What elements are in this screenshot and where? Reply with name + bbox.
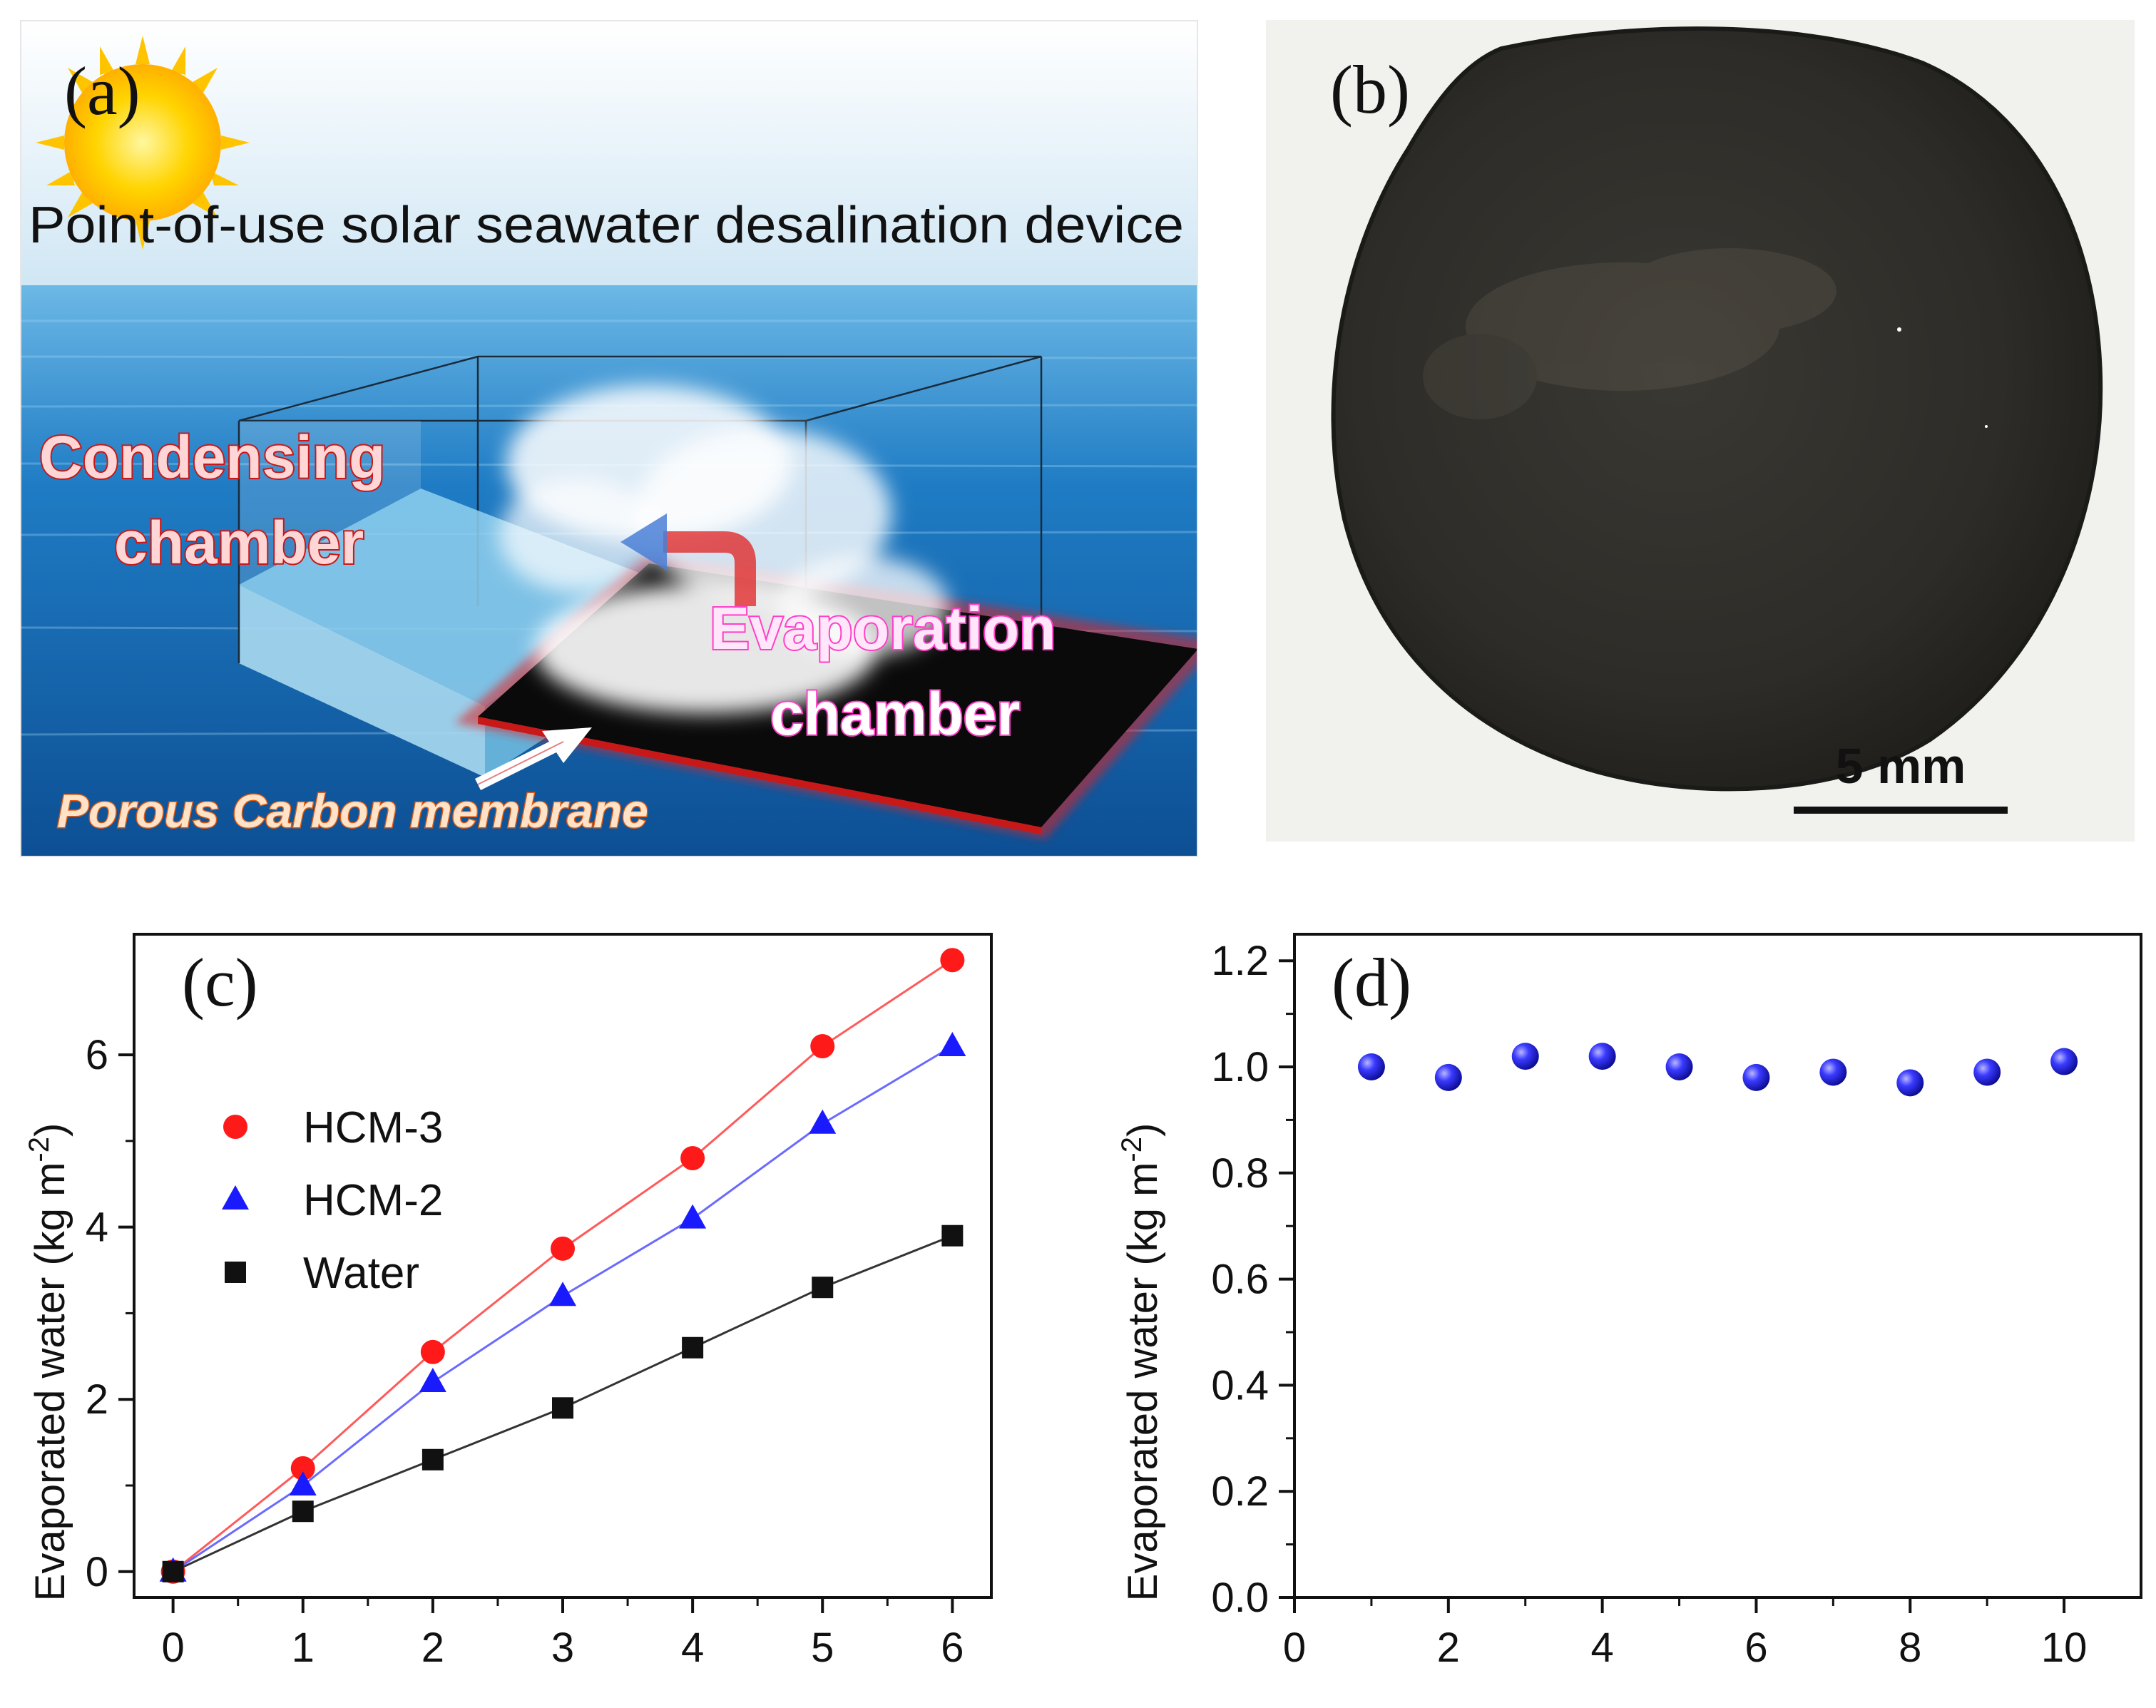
legend-label-hcm-2: HCM-2 <box>303 1176 443 1225</box>
scale-bar-label: 5 mm <box>1836 738 1966 794</box>
chart-d-svg: (d) Evaporated water (kg m-2) 0 2 4 6 8 10 0.0… <box>1116 933 2142 1671</box>
data-point <box>1819 1058 1847 1086</box>
legend-label-water: Water <box>303 1249 419 1298</box>
series-line-hcm-3 <box>172 958 954 1573</box>
data-point-water <box>682 1336 704 1359</box>
scale-bar <box>1794 807 2008 814</box>
panel-b-label: (b) <box>1330 51 1410 128</box>
chart-d: (d) Evaporated water (kg m-2) 0 2 4 6 8 10 0.0… <box>1078 877 2156 1704</box>
y-tick-label: 0.0 <box>1211 1575 1269 1621</box>
porous-carbon-membrane-label: Porous Carbon membrane <box>57 784 648 837</box>
panel-c-label: (c) <box>182 944 258 1021</box>
data-point <box>1742 1063 1770 1091</box>
x-tick-label: 8 <box>1899 1625 1921 1671</box>
data-point-water <box>292 1500 314 1523</box>
y-tick-label: 0.2 <box>1211 1468 1269 1515</box>
y-tick-label: 2 <box>86 1376 108 1423</box>
data-point <box>1588 1043 1616 1070</box>
panel-a-title: Point-of-use solar seawater desalination… <box>29 197 1184 254</box>
data-point-water <box>422 1448 444 1471</box>
desalination-device-illustration: (a) Point-of-use solar seawater desalina… <box>21 21 1197 856</box>
data-point-water <box>162 1560 184 1582</box>
y-tick-label: 4 <box>86 1205 108 1251</box>
chart-d-y-axis-label: Evaporated water (kg m-2) <box>1116 1123 1166 1602</box>
x-tick-label: 0 <box>1283 1625 1306 1671</box>
x-tick-label: 6 <box>1744 1625 1767 1671</box>
panel-d-label: (d) <box>1332 944 1411 1021</box>
data-point-hcm-2 <box>939 1032 966 1057</box>
plot-frame <box>1293 933 2142 1599</box>
sun-icon <box>36 36 250 250</box>
data-point <box>1665 1053 1693 1080</box>
x-tick-label: 0 <box>162 1625 185 1671</box>
data-point-hcm-2 <box>809 1109 837 1134</box>
evaporation-chamber-label-line2: chamber <box>770 680 1020 747</box>
data-point-hcm-2 <box>289 1471 317 1495</box>
panel-a-label: (a) <box>64 53 141 129</box>
data-point-hcm-3 <box>290 1456 315 1481</box>
evaporation-chamber-label-line1: Evaporation <box>710 595 1056 662</box>
condensing-chamber-label-line1: Condensing <box>39 424 385 491</box>
x-tick-label: 5 <box>811 1625 834 1671</box>
y-tick-label: 1.2 <box>1211 938 1269 984</box>
data-point-hcm-3 <box>810 1034 835 1059</box>
speck <box>1985 425 1988 428</box>
y-tick-label: 0.6 <box>1211 1257 1269 1303</box>
chart-c: (c) Evaporated water (kg m-2) 0 1 2 3 4 5 6 0 2 4… <box>0 877 1078 1704</box>
plot-frame <box>133 933 993 1599</box>
data-point-hcm-3 <box>940 948 965 973</box>
data-point-water <box>812 1277 834 1299</box>
x-tick-label: 10 <box>2041 1625 2088 1671</box>
y-tick-label: 0.4 <box>1211 1362 1269 1408</box>
data-point <box>1357 1053 1385 1080</box>
legend-marker-hcm-3 <box>223 1115 247 1139</box>
data-point <box>1511 1043 1539 1070</box>
vapor-flow-arrow-icon <box>620 513 756 606</box>
membrane-pointer-arrow-icon <box>474 727 592 791</box>
disc-surface-texture <box>1423 248 1836 419</box>
y-tick-label: 0.8 <box>1211 1150 1269 1197</box>
legend-marker-water <box>225 1262 246 1283</box>
data-point-water <box>941 1224 964 1247</box>
data-point <box>1896 1069 1924 1097</box>
x-tick-label: 4 <box>1591 1625 1614 1671</box>
speck <box>1897 327 1901 332</box>
panel-b-photo: (b) 5 mm <box>1266 20 2135 842</box>
x-tick-label: 6 <box>941 1625 964 1671</box>
data-point <box>1973 1058 2001 1086</box>
x-tick-label: 3 <box>551 1625 574 1671</box>
vapor-cloud <box>499 385 949 713</box>
data-point-hcm-3 <box>420 1339 445 1364</box>
x-tick-label: 4 <box>681 1625 704 1671</box>
carbon-membrane-disc <box>1331 26 2103 792</box>
data-point-hcm-2 <box>549 1282 576 1306</box>
chart-c-y-axis-label: Evaporated water (kg m-2) <box>24 1123 73 1602</box>
y-tick-label: 0 <box>86 1549 108 1595</box>
legend-marker-hcm-2 <box>222 1185 249 1210</box>
data-point-hcm-3 <box>551 1236 575 1261</box>
chart-c-svg: (c) Evaporated water (kg m-2) 0 1 2 3 4 5 6 0 2 4… <box>24 933 993 1671</box>
x-tick-label: 2 <box>422 1625 444 1671</box>
series-line-hcm-2 <box>172 1045 954 1573</box>
panel-a-illustration: (a) Point-of-use solar seawater desalina… <box>20 20 1198 857</box>
y-tick-label: 6 <box>86 1032 108 1078</box>
data-point-hcm-2 <box>419 1368 446 1393</box>
data-point-hcm-2 <box>679 1204 707 1229</box>
x-tick-label: 1 <box>292 1625 315 1671</box>
legend-label-hcm-3: HCM-3 <box>303 1103 443 1152</box>
data-point-hcm-3 <box>680 1146 705 1171</box>
x-tick-label: 2 <box>1437 1625 1460 1671</box>
device-box-outline <box>238 355 1043 635</box>
y-tick-label: 1.0 <box>1211 1044 1269 1090</box>
membrane-disc-photo: (b) 5 mm <box>1330 26 2103 814</box>
data-point <box>1434 1063 1462 1091</box>
data-point-water <box>552 1397 573 1419</box>
condensing-chamber-label-line2: chamber <box>114 509 364 576</box>
data-point <box>2050 1048 2078 1075</box>
